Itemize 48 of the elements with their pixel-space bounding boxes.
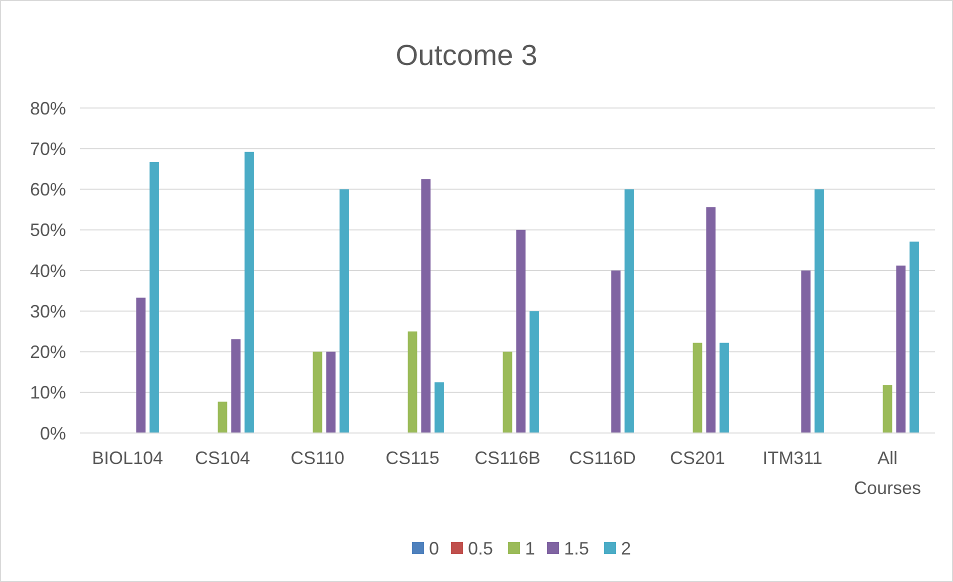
legend-label: 0.5 [468, 538, 494, 558]
bar [312, 352, 322, 433]
bar [530, 311, 539, 433]
bar [231, 339, 241, 433]
bar [801, 270, 811, 433]
bar [882, 385, 892, 433]
legend-label: 0 [429, 538, 440, 558]
bar [150, 162, 159, 433]
chart-title: Outcome 3 [396, 40, 538, 72]
x-tick-label: CS116D [569, 448, 636, 468]
bar [516, 230, 526, 433]
y-tick-label: 60% [30, 180, 66, 200]
y-tick-label: 40% [30, 260, 66, 281]
bar [896, 266, 906, 433]
x-tick-label: CS104 [194, 448, 250, 468]
x-tick-label: CS115 [386, 448, 440, 468]
x-tick-label: All Courses [854, 448, 922, 498]
bar [611, 270, 621, 433]
bar [720, 342, 729, 433]
bar [624, 189, 634, 433]
bar [434, 382, 444, 433]
y-tick-label: 0% [40, 423, 66, 444]
x-tick-label: CS201 [670, 448, 726, 468]
bar [408, 331, 418, 433]
bar [910, 242, 919, 433]
x-tick-label: ITM311 [762, 448, 822, 468]
bar [244, 152, 254, 433]
bar [502, 352, 512, 433]
bar [814, 189, 824, 433]
legend-label: 1 [525, 538, 536, 558]
y-tick-label: 80% [30, 98, 66, 118]
y-tick-label: 70% [30, 138, 66, 159]
bar [706, 207, 716, 433]
bar [421, 179, 431, 433]
legend-label: 2 [621, 538, 632, 558]
y-tick-label: 10% [30, 382, 66, 403]
bar [692, 342, 702, 433]
y-tick-label: 20% [30, 342, 66, 362]
bar [326, 352, 336, 433]
x-tick-label: CS110 [290, 448, 344, 468]
legend-label: 1.5 [564, 538, 590, 558]
x-tick-label: BIOL104 [92, 448, 164, 468]
y-tick-label: 30% [30, 301, 66, 322]
x-tick-label: CS116B [474, 448, 540, 468]
y-tick-label: 50% [30, 220, 66, 240]
bar [340, 189, 349, 433]
bar [218, 402, 228, 433]
bar [136, 298, 146, 433]
